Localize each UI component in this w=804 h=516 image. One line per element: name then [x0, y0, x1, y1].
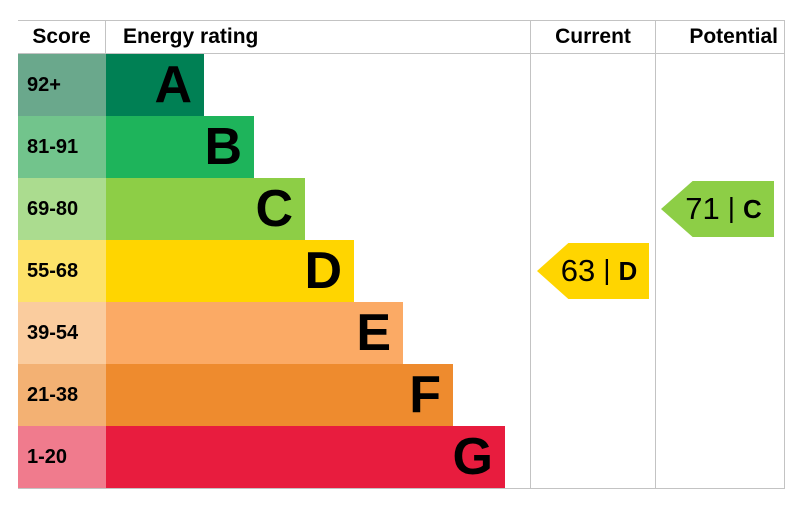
score-range-cell: 92+ [18, 54, 106, 116]
rating-bar: F [106, 364, 453, 426]
rating-bar: A [106, 54, 204, 116]
potential-cell [655, 54, 785, 116]
rating-bar: B [106, 116, 254, 178]
potential-cell [655, 302, 785, 364]
rating-bar: G [106, 426, 505, 488]
current-separator: | [603, 254, 611, 285]
band-letter: A [154, 56, 192, 114]
chart-table: Score Energy rating Current Potential 92… [18, 20, 785, 489]
band-letter: E [356, 304, 391, 362]
current-column-header: Current [530, 21, 655, 53]
chart-header-row: Score Energy rating Current Potential [18, 21, 785, 54]
current-cell [530, 302, 655, 364]
score-range-cell: 39-54 [18, 302, 106, 364]
band-row: 81-91 B [18, 116, 785, 178]
potential-cell [655, 364, 785, 426]
current-cell [530, 54, 655, 116]
band-letter: C [255, 180, 293, 238]
rating-bar-cell: A [106, 54, 530, 116]
current-cell [530, 116, 655, 178]
potential-rating-arrow: 71 | C [661, 181, 774, 237]
current-cell [530, 426, 655, 488]
band-letter: D [304, 242, 342, 300]
potential-column-header: Potential [655, 21, 785, 53]
potential-cell [655, 426, 785, 488]
band-row: 1-20 G [18, 426, 785, 488]
rating-bar-cell: E [106, 302, 530, 364]
band-row: 92+ A [18, 54, 785, 116]
current-rating-arrow: 63 | D [537, 243, 649, 299]
score-range-cell: 21-38 [18, 364, 106, 426]
band-row: 39-54 E [18, 302, 785, 364]
rating-bar-cell: C [106, 178, 530, 240]
band-letter: B [204, 118, 242, 176]
score-range-cell: 55-68 [18, 240, 106, 302]
potential-separator: | [727, 192, 735, 223]
rating-bar: C [106, 178, 305, 240]
current-cell [530, 178, 655, 240]
rating-bar-cell: B [106, 116, 530, 178]
score-range-cell: 1-20 [18, 426, 106, 488]
potential-cell [655, 240, 785, 302]
score-range-cell: 81-91 [18, 116, 106, 178]
rating-bar-cell: D [106, 240, 530, 302]
band-letter: G [452, 428, 493, 486]
band-rows: 92+ A 81-91 B 69-80 C 71 | C 55-68 [18, 54, 785, 488]
energy-rating-column-header: Energy rating [123, 25, 259, 48]
rating-bar: D [106, 240, 354, 302]
potential-cell: 71 | C [655, 178, 785, 240]
score-range-cell: 69-80 [18, 178, 106, 240]
potential-rating-letter: C [742, 193, 762, 224]
band-row: 69-80 C 71 | C [18, 178, 785, 240]
potential-cell [655, 116, 785, 178]
current-score-value: 63 [560, 253, 596, 288]
rating-bar: E [106, 302, 403, 364]
potential-score-value: 71 [685, 191, 720, 226]
band-row: 55-68 D 63 | D [18, 240, 785, 302]
current-rating-letter: D [618, 255, 638, 286]
band-row: 21-38 F [18, 364, 785, 426]
current-cell [530, 364, 655, 426]
score-column-header: Score [18, 21, 106, 53]
band-letter: F [409, 366, 441, 424]
rating-bar-cell: G [106, 426, 530, 488]
current-cell: 63 | D [530, 240, 655, 302]
rating-bar-cell: F [106, 364, 530, 426]
